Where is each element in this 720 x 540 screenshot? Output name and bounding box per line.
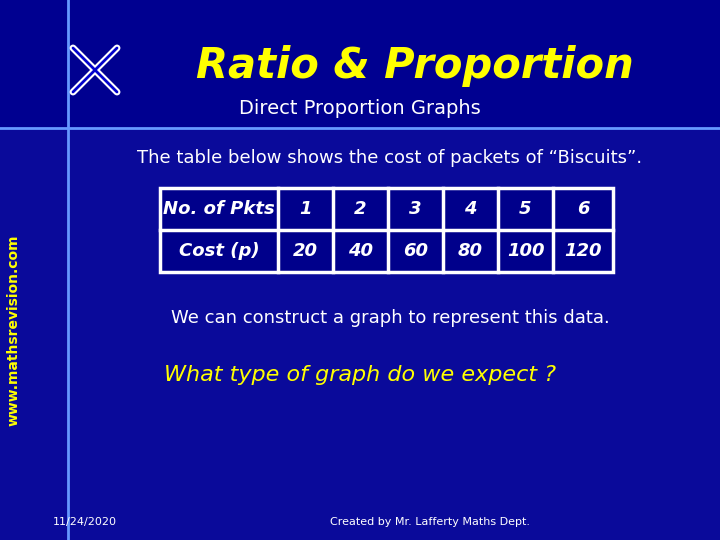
- Text: 5: 5: [519, 200, 532, 218]
- Text: www.mathsrevision.com: www.mathsrevision.com: [7, 234, 21, 426]
- Text: 1: 1: [300, 200, 312, 218]
- Text: Ratio & Proportion: Ratio & Proportion: [196, 45, 634, 87]
- Text: Direct Proportion Graphs: Direct Proportion Graphs: [239, 98, 481, 118]
- Text: We can construct a graph to represent this data.: We can construct a graph to represent th…: [171, 309, 609, 327]
- Text: What type of graph do we expect ?: What type of graph do we expect ?: [164, 365, 556, 385]
- Text: Cost (p): Cost (p): [179, 242, 259, 260]
- Bar: [160, 188, 613, 272]
- Text: 100: 100: [507, 242, 544, 260]
- Text: 60: 60: [403, 242, 428, 260]
- Text: 20: 20: [293, 242, 318, 260]
- Bar: [0, 0, 720, 128]
- Text: 40: 40: [348, 242, 373, 260]
- Text: 3: 3: [409, 200, 422, 218]
- Text: 4: 4: [464, 200, 477, 218]
- Text: The table below shows the cost of packets of “Biscuits”.: The table below shows the cost of packet…: [138, 149, 642, 167]
- Bar: [160, 188, 613, 272]
- Text: 80: 80: [458, 242, 483, 260]
- Text: 11/24/2020: 11/24/2020: [53, 517, 117, 527]
- Text: 2: 2: [354, 200, 366, 218]
- Text: 6: 6: [577, 200, 589, 218]
- Text: 120: 120: [564, 242, 602, 260]
- Text: Created by Mr. Lafferty Maths Dept.: Created by Mr. Lafferty Maths Dept.: [330, 517, 530, 527]
- Text: No. of Pkts: No. of Pkts: [163, 200, 275, 218]
